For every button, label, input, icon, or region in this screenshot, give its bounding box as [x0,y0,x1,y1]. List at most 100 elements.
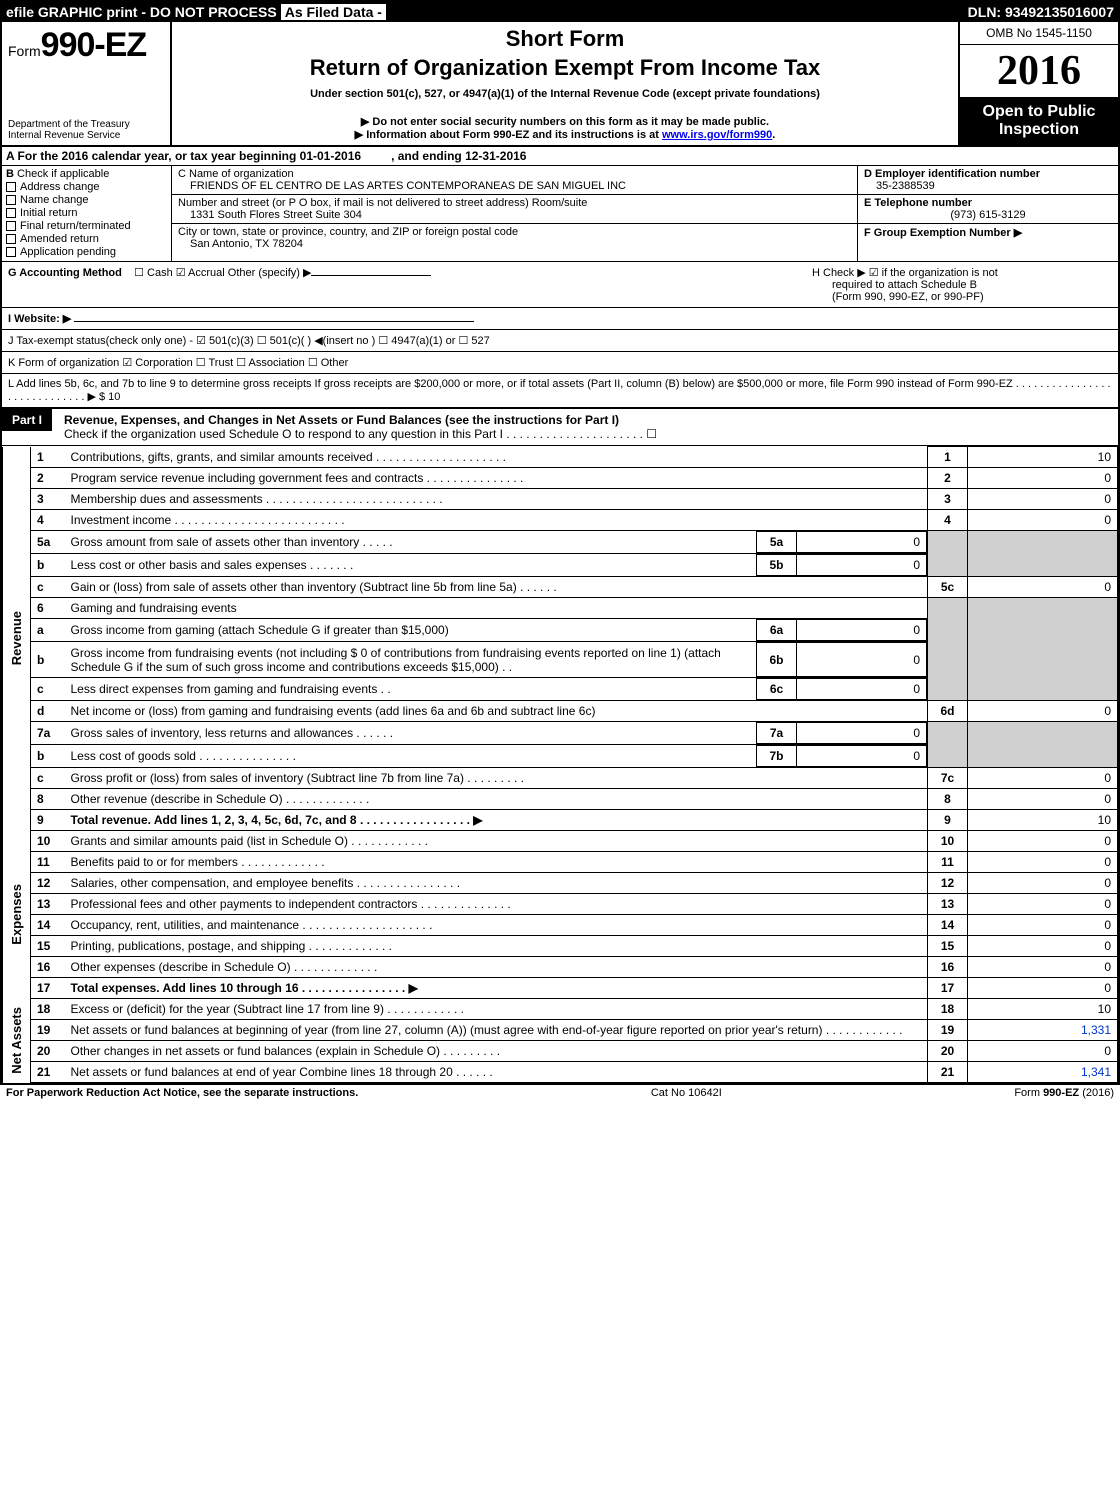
footer-left: For Paperwork Reduction Act Notice, see … [6,1087,358,1099]
line-5a-desc: Gross amount from sale of assets other t… [65,532,757,553]
line-7a-subamt: 0 [797,723,927,744]
line-18-ref: 18 [928,999,968,1020]
org-name: FRIENDS OF EL CENTRO DE LAS ARTES CONTEM… [178,180,851,192]
line-20-num: 20 [31,1041,65,1062]
box-d-label: D Employer identification number [864,168,1112,180]
line-20-amt: 0 [968,1041,1118,1062]
org-city: San Antonio, TX 78204 [178,238,851,250]
checkbox-initial-return[interactable] [6,208,16,218]
line-7b-sub: 7b [757,746,797,767]
sidebar-netassets: Net Assets [9,1007,24,1074]
line-3-desc: Membership dues and assessments . . . . … [65,489,928,510]
form-990ez: efile GRAPHIC print - DO NOT PROCESS As … [0,0,1120,1085]
line-12-ref: 12 [928,873,968,894]
line-16-num: 16 [31,957,65,978]
line-13-num: 13 [31,894,65,915]
box-f-label: F Group Exemption Number ▶ [864,226,1112,239]
dept-irs: Internal Revenue Service [8,130,164,141]
box-b-hint: Check if applicable [17,168,109,180]
line-15-ref: 15 [928,936,968,957]
line-12-desc: Salaries, other compensation, and employ… [65,873,928,894]
row-i: I Website: ▶ [2,308,1118,330]
line-7b-num: b [31,745,65,768]
line-5b-desc-wrap: Less cost or other basis and sales expen… [65,554,928,577]
line-12-amt: 0 [968,873,1118,894]
row-i-label: I Website: ▶ [8,313,71,325]
line-13-amt: 0 [968,894,1118,915]
line-13-ref: 13 [928,894,968,915]
line-5a-subamt: 0 [797,532,927,553]
label-name-change: Name change [20,194,89,206]
line-6b-num: b [31,642,65,678]
line-19-amt: 1,331 [968,1020,1118,1041]
org-address: 1331 South Flores Street Suite 304 [178,209,851,221]
form-number: Form990-EZ [8,26,164,65]
line-7c-desc: Gross profit or (loss) from sales of inv… [65,768,928,789]
checkbox-application-pending[interactable] [6,247,16,257]
tax-year: 2016 [960,45,1118,97]
line-4-ref: 4 [928,510,968,531]
donot2-pre: ▶ Information about Form 990-EZ and its … [355,129,662,141]
line-18-amt: 10 [968,999,1118,1020]
line-11-num: 11 [31,852,65,873]
box-d: D Employer identification number 35-2388… [858,166,1118,261]
line-16-ref: 16 [928,957,968,978]
line-4-num: 4 [31,510,65,531]
line-6b-sub: 6b [757,643,797,677]
line-3-amt: 0 [968,489,1118,510]
line-6d-desc: Net income or (loss) from gaming and fun… [65,701,928,722]
line-13-desc: Professional fees and other payments to … [65,894,928,915]
line-6b-subamt: 0 [797,643,927,677]
line-6-desc: Gaming and fundraising events [65,598,928,619]
line-7c-num: c [31,768,65,789]
line-19-desc: Net assets or fund balances at beginning… [65,1020,928,1041]
lines-table: Revenue 1 Contributions, gifts, grants, … [2,446,1118,1083]
checkbox-amended-return[interactable] [6,234,16,244]
line-4-amt: 0 [968,510,1118,531]
line-12-num: 12 [31,873,65,894]
donot-line1: ▶ Do not enter social security numbers o… [180,115,950,128]
omb-number: OMB No 1545-1150 [960,22,1118,45]
line-8-amt: 0 [968,789,1118,810]
line-7b-desc: Less cost of goods sold . . . . . . . . … [65,746,757,767]
line-7b-subamt: 0 [797,746,927,767]
part1-title: Revenue, Expenses, and Changes in Net As… [64,413,619,427]
line-16-desc: Other expenses (describe in Schedule O) … [65,957,928,978]
label-address-change: Address change [20,181,100,193]
line-7c-ref: 7c [928,768,968,789]
line-6c-sub: 6c [757,679,797,700]
checkbox-address-change[interactable] [6,182,16,192]
line-17-num: 17 [31,978,65,999]
line-6c-desc: Less direct expenses from gaming and fun… [65,679,757,700]
open-to-public: Open to Public Inspection [960,97,1118,145]
checkbox-name-change[interactable] [6,195,16,205]
line-19-ref: 19 [928,1020,968,1041]
part1-sub: Check if the organization used Schedule … [64,427,657,441]
line-6a-subamt: 0 [797,620,927,641]
ein-value: 35-2388539 [864,180,1112,192]
donot-line2: ▶ Information about Form 990-EZ and its … [180,128,950,141]
line-8-ref: 8 [928,789,968,810]
line-20-ref: 20 [928,1041,968,1062]
line-6a-desc: Gross income from gaming (attach Schedul… [65,620,757,641]
line-5c-desc: Gain or (loss) from sale of assets other… [65,577,928,598]
short-form-title: Short Form [180,26,950,52]
line-8-desc: Other revenue (describe in Schedule O) .… [65,789,928,810]
line-6c-desc-wrap: Less direct expenses from gaming and fun… [65,678,928,701]
line-7c-amt: 0 [968,768,1118,789]
line-10-desc: Grants and similar amounts paid (list in… [65,831,928,852]
line-6d-ref: 6d [928,701,968,722]
line-5a-desc-wrap: Gross amount from sale of assets other t… [65,531,928,554]
line-21-amt: 1,341 [968,1062,1118,1083]
open-line1: Open to Public [962,103,1116,121]
line-9-amt: 10 [968,810,1118,831]
line-11-amt: 0 [968,852,1118,873]
line-3-num: 3 [31,489,65,510]
box-c: C Name of organization FRIENDS OF EL CEN… [172,166,858,261]
checkbox-final-return[interactable] [6,221,16,231]
line-6a-sub: 6a [757,620,797,641]
line-5c-ref: 5c [928,577,968,598]
line-6c-subamt: 0 [797,679,927,700]
irs-link[interactable]: www.irs.gov/form990 [662,129,772,141]
line-21-ref: 21 [928,1062,968,1083]
